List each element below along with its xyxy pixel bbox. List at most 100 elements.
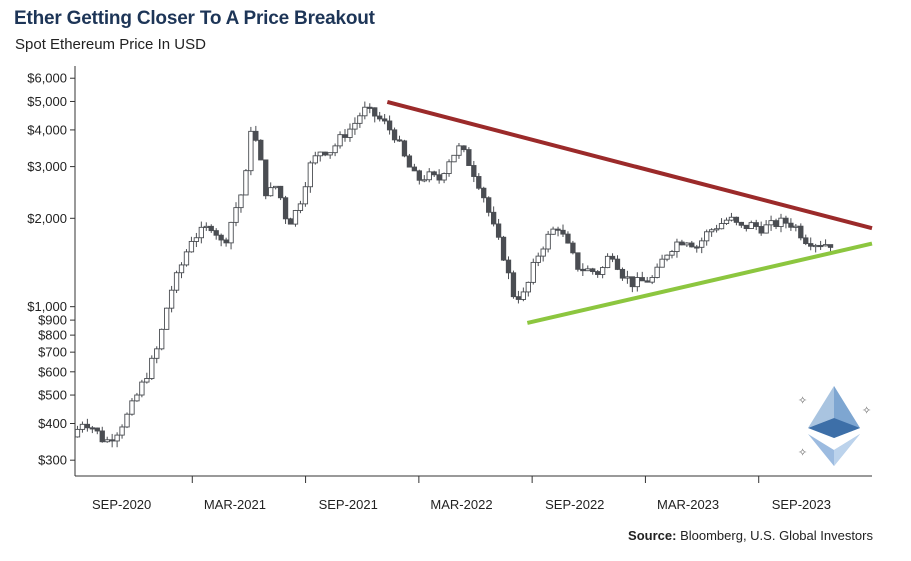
candle-body [629,276,636,288]
candle-body [550,228,556,235]
candle [639,271,645,282]
candle-body [500,236,507,261]
candle-body [446,161,452,174]
candle-body [238,194,244,209]
y-tick-label: $2,000 [27,211,67,226]
candle-body [604,255,611,269]
candle [505,256,512,280]
candle [743,224,749,232]
candle-body [679,241,685,246]
candle-body [287,218,294,225]
x-tick-label: MAR-2021 [204,497,266,512]
candle-body [669,251,675,256]
candle-body [129,400,135,415]
candle-body [317,151,323,157]
candle [431,170,437,177]
candle-body [713,228,720,231]
candle-body [263,159,269,197]
candle-body [515,296,522,300]
candle [590,267,596,275]
candle-body [808,243,814,247]
candle [282,195,289,224]
candle-body [827,244,834,248]
candle-body [431,171,437,176]
candle-body [476,176,482,189]
candle-body [312,155,318,164]
candle [193,232,200,248]
candle [208,224,214,233]
candle-body [599,267,606,275]
candle-body [124,413,130,428]
candle-body [337,134,343,147]
candle [634,272,640,292]
candle-body [352,122,358,130]
candle-body [89,427,95,430]
candle-body [347,128,353,138]
candle-body [436,174,442,181]
y-tick-label: $300 [38,453,67,468]
candle [471,160,477,183]
candle-body [178,264,185,274]
candle [599,266,606,279]
candle [713,224,720,233]
y-tick-label: $600 [38,364,67,379]
candle [183,249,190,267]
x-tick-label: SEP-2023 [772,497,831,512]
candle [614,255,621,271]
candle [704,229,710,246]
y-tick-label: $500 [38,388,67,403]
candle-body [817,244,824,248]
candle [674,238,680,258]
candle [198,221,204,244]
candle [352,117,358,135]
candle [203,222,209,231]
candle-body [386,120,393,131]
candle-body [788,222,794,228]
x-tick-label: SEP-2020 [92,497,151,512]
candle-body [644,280,650,283]
candle-body [560,229,566,235]
candle [357,112,363,128]
candle-body [461,145,467,151]
candle [332,143,338,157]
candle-body [580,268,586,272]
candle [520,287,527,302]
candle-body [540,248,546,257]
candle-body [154,348,160,359]
sparkle-icon: ✧ [862,404,871,417]
candle-body [634,277,640,288]
candle-body [495,223,502,238]
candle [436,169,442,184]
candle-body [456,145,462,156]
candle-body [466,149,472,166]
candle-body [183,251,190,266]
candle [173,270,180,294]
candle [421,175,427,183]
candle [619,267,626,281]
candle [609,253,616,263]
candle [490,206,497,227]
candle-body [372,107,378,117]
candle [708,228,715,237]
candle-body [649,277,655,283]
candle-body [674,241,680,253]
ethereum-logo: ✧ ✧ ✧ [798,386,871,466]
chart-subtitle: Spot Ethereum Price In USD [15,36,206,53]
candle-body [391,129,398,141]
candle [396,135,403,142]
candle-body [139,381,145,396]
candle-body [530,261,536,283]
candle-body [684,242,690,246]
candle-body [228,221,234,244]
candle-body [322,151,328,156]
candle-body [248,130,254,172]
candle-body [595,271,601,275]
eth-middle-facet [808,418,860,438]
x-tick-label: MAR-2023 [657,497,719,512]
candle [238,194,244,213]
candle [362,101,368,120]
candle [401,139,408,158]
candle-body [798,225,804,239]
candle-body [451,154,457,163]
candle [694,244,700,253]
